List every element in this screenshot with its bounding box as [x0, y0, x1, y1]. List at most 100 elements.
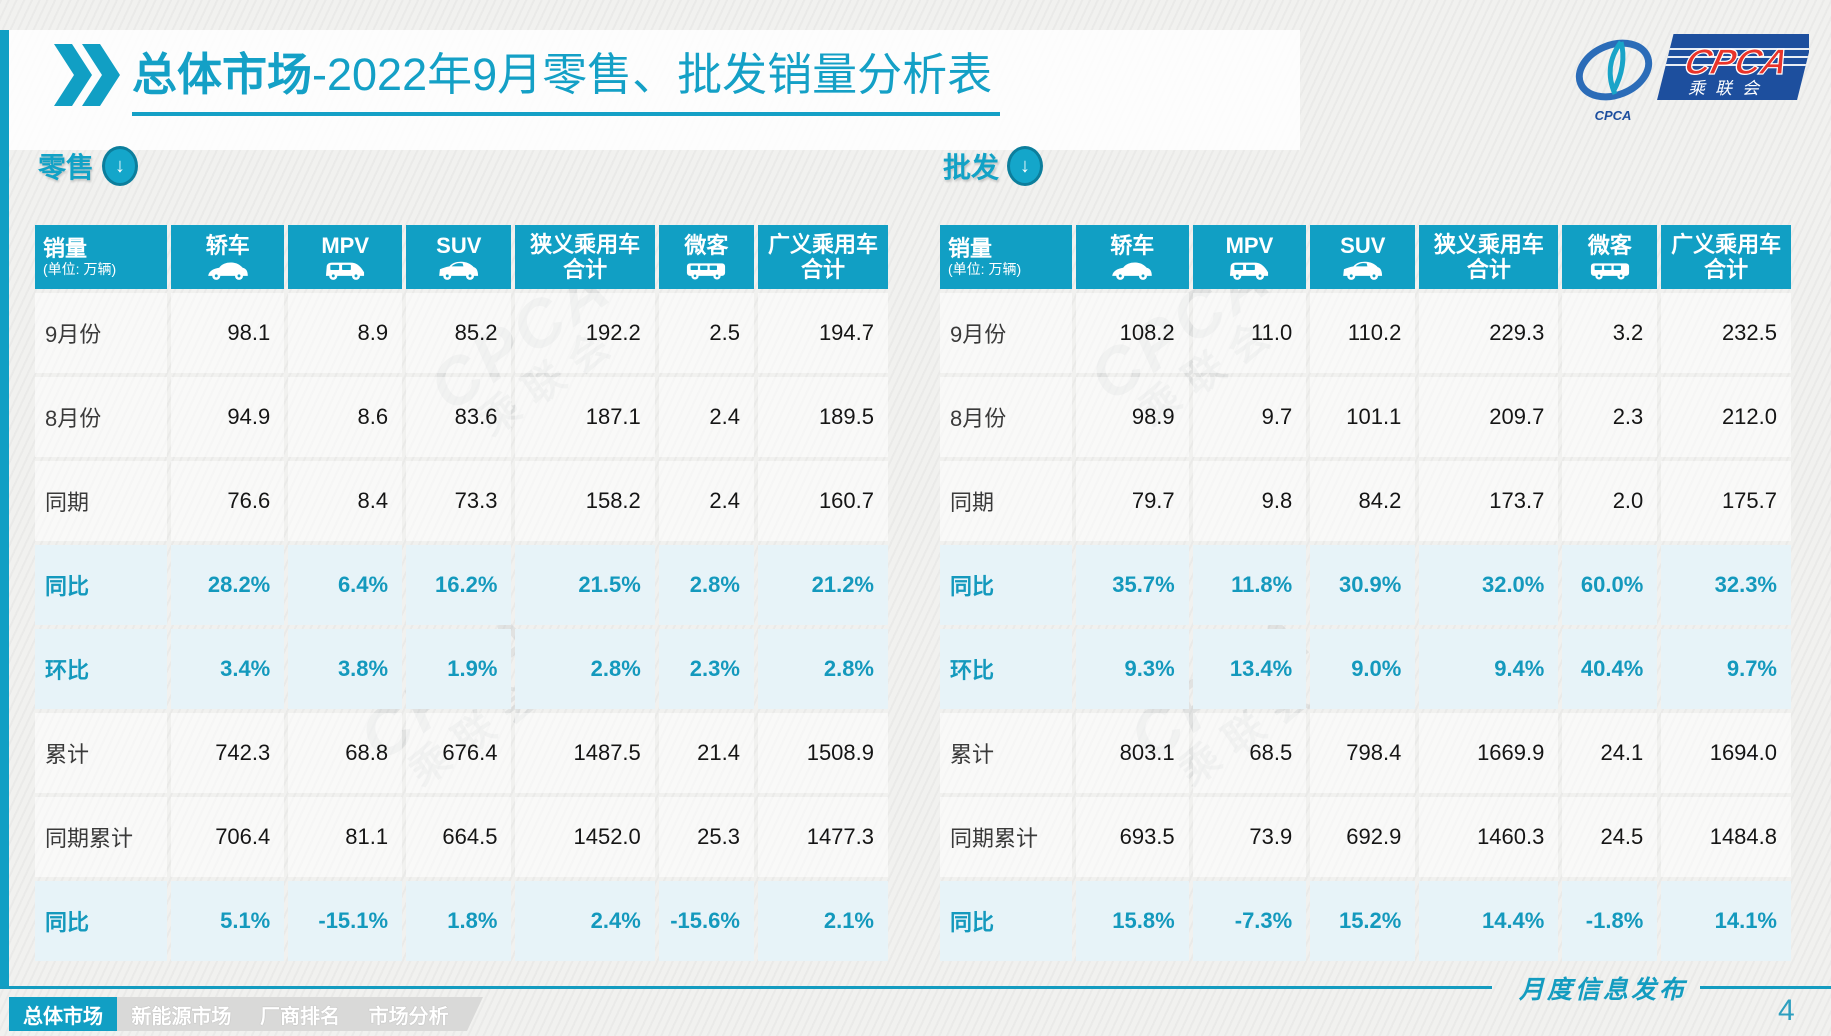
col-header-sedan: 轿车: [1075, 225, 1189, 289]
data-cell: 14.4%: [1419, 881, 1559, 961]
data-cell: -1.8%: [1562, 881, 1658, 961]
row-label: 累计: [940, 713, 1072, 793]
svg-text:CPCA: CPCA: [1681, 42, 1793, 82]
data-cell: 101.1: [1310, 377, 1416, 457]
data-cell: 24.1: [1562, 713, 1658, 793]
data-cell: 94.9: [171, 377, 285, 457]
data-cell: 76.6: [171, 461, 285, 541]
col-header-minibus: 微客: [1562, 225, 1658, 289]
data-cell: -7.3%: [1192, 881, 1307, 961]
sales-volume-header: 销量 (单位: 万辆): [35, 225, 168, 289]
sedan-icon: [1112, 262, 1153, 280]
table-row: 累计 742.3 68.8 676.4 1487.5 21.4 1508.9: [35, 713, 888, 793]
data-cell: 13.4%: [1192, 629, 1307, 709]
sales-volume-header: 销量 (单位: 万辆): [940, 225, 1072, 289]
data-cell: 2.5: [658, 293, 754, 373]
data-cell: 83.6: [406, 377, 512, 457]
data-cell: 98.1: [171, 293, 285, 373]
left-accent-strip: [0, 30, 9, 988]
data-cell: 232.5: [1661, 293, 1791, 373]
data-cell: 79.7: [1075, 461, 1189, 541]
sedan-icon: [207, 262, 248, 280]
table-row: 同比 28.2% 6.4% 16.2% 21.5% 2.8% 21.2%: [35, 545, 888, 625]
table-row: 同期累计 693.5 73.9 692.9 1460.3 24.5 1484.8: [940, 797, 1791, 877]
col-header-suv: SUV: [406, 225, 512, 289]
data-cell: 1669.9: [1419, 713, 1559, 793]
minibus-icon: [1590, 263, 1629, 280]
row-label: 同比: [35, 881, 168, 961]
data-cell: 1694.0: [1661, 713, 1791, 793]
data-cell: 8.9: [288, 293, 403, 373]
row-label: 同比: [940, 881, 1072, 961]
data-cell: 189.5: [757, 377, 888, 457]
data-cell: 8.6: [288, 377, 403, 457]
data-cell: 676.4: [406, 713, 512, 793]
data-cell: 212.0: [1661, 377, 1791, 457]
col-header-suv: SUV: [1310, 225, 1416, 289]
data-cell: 1477.3: [757, 797, 888, 877]
data-cell: 110.2: [1310, 293, 1416, 373]
data-cell: 3.4%: [171, 629, 285, 709]
col-header-minibus: 微客: [658, 225, 754, 289]
row-label: 8月份: [35, 377, 168, 457]
footer-rule: [0, 986, 1492, 989]
data-cell: 692.9: [1310, 797, 1416, 877]
tab-nev-market[interactable]: 新能源市场: [131, 1005, 232, 1028]
table-row: 同期 79.7 9.8 84.2 173.7 2.0 175.7: [940, 461, 1791, 541]
header: 总体市场-2022年9月零售、批发销量分析表: [52, 44, 1001, 116]
data-cell: 706.4: [171, 797, 285, 877]
retail-table: 销量 (单位: 万辆) 轿车 MPV SUV 狭义乘用车 合计 微客 广义乘用车 合计 9月…: [31, 221, 892, 965]
col-header-sedan: 轿车: [171, 225, 285, 289]
data-cell: 1452.0: [515, 797, 655, 877]
suv-icon: [438, 261, 478, 280]
table-row: 9月份 108.2 11.0 110.2 229.3 3.2 232.5: [940, 293, 1791, 373]
data-cell: 32.0%: [1419, 545, 1559, 625]
row-label: 累计: [35, 713, 168, 793]
data-cell: 173.7: [1419, 461, 1559, 541]
data-cell: 6.4%: [288, 545, 403, 625]
data-cell: 84.2: [1310, 461, 1416, 541]
data-cell: 9.4%: [1419, 629, 1559, 709]
footer-rule: [1700, 986, 1831, 989]
table-row: 同比 15.8% -7.3% 15.2% 14.4% -1.8% 14.1%: [940, 881, 1791, 961]
data-cell: 192.2: [515, 293, 655, 373]
data-cell: 2.8%: [658, 545, 754, 625]
data-cell: 194.7: [757, 293, 888, 373]
wholesale-table: 销量 (单位: 万辆) 轿车 MPV SUV 狭义乘用车 合计 微客 广义乘用车 合计 9月…: [936, 221, 1795, 965]
col-header-total-3: 狭义乘用车 合计: [1419, 225, 1559, 289]
table-row: 环比 9.3% 13.4% 9.0% 9.4% 40.4% 9.7%: [940, 629, 1791, 709]
row-label: 8月份: [940, 377, 1072, 457]
data-cell: 9.7%: [1661, 629, 1791, 709]
footer-nav: 总体市场 新能源市场 厂商排名 市场分析: [9, 997, 483, 1031]
cpca-logo: CPCA CPCA 乘联会: [1569, 28, 1814, 128]
svg-text:乘联会: 乘联会: [1687, 78, 1773, 98]
data-cell: 98.9: [1075, 377, 1189, 457]
row-label: 同期累计: [35, 797, 168, 877]
data-cell: 68.8: [288, 713, 403, 793]
data-cell: 229.3: [1419, 293, 1559, 373]
data-cell: -15.6%: [658, 881, 754, 961]
data-cell: 2.4: [658, 377, 754, 457]
data-cell: 11.8%: [1192, 545, 1307, 625]
tab-market-analysis[interactable]: 市场分析: [368, 1005, 449, 1028]
data-cell: 9.7: [1192, 377, 1307, 457]
data-cell: 21.5%: [515, 545, 655, 625]
page-number: 4: [1778, 994, 1795, 1027]
tab-manufacturer-ranking[interactable]: 厂商排名: [259, 1005, 340, 1028]
data-cell: 2.8%: [515, 629, 655, 709]
data-cell: 25.3: [658, 797, 754, 877]
data-cell: 1.9%: [406, 629, 512, 709]
data-cell: 2.8%: [757, 629, 888, 709]
down-arrow-icon: ↓: [102, 146, 139, 186]
data-cell: 187.1: [515, 377, 655, 457]
table-row: 累计 803.1 68.5 798.4 1669.9 24.1 1694.0: [940, 713, 1791, 793]
col-header-total-5: 广义乘用车 合计: [1661, 225, 1791, 289]
data-cell: 3.8%: [288, 629, 403, 709]
tab-overall-market[interactable]: 总体市场: [9, 997, 117, 1031]
data-cell: 1460.3: [1419, 797, 1559, 877]
row-label: 同比: [35, 545, 168, 625]
data-cell: 14.1%: [1661, 881, 1791, 961]
data-cell: 68.5: [1192, 713, 1307, 793]
row-label: 同期: [940, 461, 1072, 541]
table-row: 同期 76.6 8.4 73.3 158.2 2.4 160.7: [35, 461, 888, 541]
